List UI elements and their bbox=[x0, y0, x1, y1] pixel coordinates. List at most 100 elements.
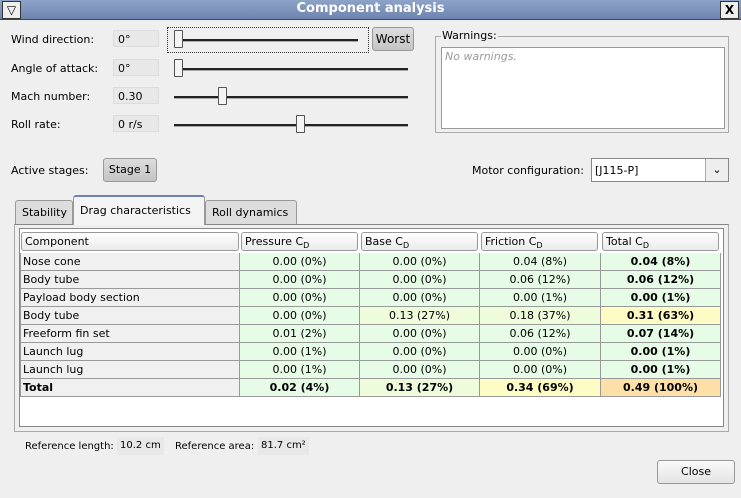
slider-track[interactable] bbox=[174, 124, 408, 127]
worst-button[interactable]: Worst bbox=[372, 27, 414, 51]
component-name: Nose cone bbox=[20, 253, 240, 271]
cd-cell: 0.18 (37%) bbox=[480, 307, 601, 325]
control-label: Wind direction: bbox=[11, 33, 95, 46]
table-row[interactable]: Launch lug 0.00 (1%) 0.00 (0%) 0.00 (0%) 0.0… bbox=[20, 361, 723, 379]
cd-cell: 0.00 (0%) bbox=[360, 289, 480, 307]
header-subscript: D bbox=[402, 241, 410, 251]
control-value-field[interactable]: 0° bbox=[113, 30, 159, 47]
tab-roll-dynamics[interactable]: Roll dynamics bbox=[205, 200, 297, 224]
cd-cell: 0.06 (12%) bbox=[601, 271, 721, 289]
header-text: Base C bbox=[365, 235, 403, 248]
control-value-field[interactable]: 0° bbox=[113, 59, 159, 76]
reference-length-label: Reference length: bbox=[25, 441, 114, 452]
cd-cell: 0.00 (1%) bbox=[240, 343, 360, 361]
cd-cell: 0.00 (0%) bbox=[240, 289, 360, 307]
header-text: Friction C bbox=[485, 235, 537, 248]
column-header[interactable]: Base CD bbox=[361, 232, 478, 251]
cd-cell: 0.07 (14%) bbox=[601, 325, 721, 343]
control-label: Roll rate: bbox=[11, 118, 61, 131]
cd-cell: 0.02 (4%) bbox=[240, 379, 360, 397]
warnings-text: No warnings. bbox=[441, 47, 725, 129]
table-row[interactable]: Body tube 0.00 (0%) 0.00 (0%) 0.06 (12%) 0.0… bbox=[20, 271, 723, 289]
cd-cell: 0.01 (2%) bbox=[240, 325, 360, 343]
control-label: Mach number: bbox=[11, 90, 91, 103]
cd-cell: 0.00 (0%) bbox=[480, 361, 601, 379]
warnings-panel: Warnings: No warnings. bbox=[435, 29, 729, 133]
cd-cell: 0.00 (1%) bbox=[601, 343, 721, 361]
table-row[interactable]: Freeform fin set 0.01 (2%) 0.00 (0%) 0.06 (… bbox=[20, 325, 723, 343]
close-button[interactable]: Close bbox=[657, 460, 735, 484]
focus-ring bbox=[167, 27, 369, 53]
tab-stability[interactable]: Stability bbox=[15, 200, 73, 224]
tab-drag-characteristics[interactable]: Drag characteristics bbox=[73, 195, 205, 225]
cd-cell: 0.00 (0%) bbox=[360, 361, 480, 379]
column-header[interactable]: Friction CD bbox=[481, 232, 598, 251]
reference-length-value: 10.2 cm bbox=[117, 437, 164, 455]
motor-config-select[interactable]: [J115-P] ⌄ bbox=[591, 158, 729, 182]
component-name: Freeform fin set bbox=[20, 325, 240, 343]
cd-cell: 0.00 (1%) bbox=[480, 289, 601, 307]
cd-cell: 0.00 (0%) bbox=[360, 325, 480, 343]
component-name: Body tube bbox=[20, 307, 240, 325]
stage-1-button[interactable]: Stage 1 bbox=[103, 158, 157, 182]
cd-cell: 0.49 (100%) bbox=[601, 379, 721, 397]
component-name: Payload body section bbox=[20, 289, 240, 307]
control-value-field[interactable]: 0 r/s bbox=[113, 115, 159, 132]
table-row[interactable]: Body tube 0.00 (0%) 0.13 (27%) 0.18 (37%) 0.… bbox=[20, 307, 723, 325]
slider-thumb[interactable] bbox=[174, 59, 183, 77]
table-row[interactable]: Nose cone 0.00 (0%) 0.00 (0%) 0.04 (8%) 0.04… bbox=[20, 253, 723, 271]
triangle-down-icon[interactable]: ▽ bbox=[2, 1, 21, 19]
slider-track[interactable] bbox=[174, 96, 408, 99]
window-title: Component analysis bbox=[296, 1, 445, 16]
slider-thumb[interactable] bbox=[296, 115, 305, 133]
cd-cell: 0.31 (63%) bbox=[601, 307, 721, 325]
drag-table: Component Pressure CD Base CD Friction CD To… bbox=[19, 228, 724, 427]
cd-cell: 0.13 (27%) bbox=[360, 379, 480, 397]
header-text: Component bbox=[25, 235, 89, 248]
cd-cell: 0.00 (0%) bbox=[360, 253, 480, 271]
component-name: Launch lug bbox=[20, 361, 240, 379]
header-subscript: D bbox=[642, 241, 650, 251]
tab-panel bbox=[14, 224, 729, 432]
cd-cell: 0.00 (0%) bbox=[240, 307, 360, 325]
slider-thumb[interactable] bbox=[218, 87, 228, 105]
slider-track[interactable] bbox=[174, 68, 408, 71]
cd-cell: 0.00 (0%) bbox=[360, 343, 480, 361]
column-header[interactable]: Component bbox=[21, 232, 239, 251]
motor-config-label: Motor configuration: bbox=[472, 164, 584, 177]
cd-cell: 0.04 (8%) bbox=[601, 253, 721, 271]
table-row[interactable]: Payload body section 0.00 (0%) 0.00 (0%) 0.… bbox=[20, 289, 723, 307]
reference-area-label: Reference area: bbox=[175, 441, 255, 452]
slider-thumb[interactable] bbox=[174, 30, 183, 48]
header-subscript: D bbox=[303, 241, 310, 251]
table-row[interactable]: Launch lug 0.00 (1%) 0.00 (0%) 0.00 (0%) 0.0… bbox=[20, 343, 723, 361]
cd-cell: 0.04 (8%) bbox=[480, 253, 601, 271]
cd-cell: 0.00 (0%) bbox=[240, 253, 360, 271]
cd-cell: 0.06 (12%) bbox=[480, 325, 601, 343]
chevron-down-icon[interactable]: ⌄ bbox=[705, 159, 728, 181]
component-name: Body tube bbox=[20, 271, 240, 289]
reference-area-value: 81.7 cm² bbox=[258, 437, 309, 455]
column-header[interactable]: Total CD bbox=[602, 232, 719, 251]
warnings-title: Warnings: bbox=[441, 29, 498, 42]
header-text: Total C bbox=[606, 235, 643, 248]
cd-cell: 0.00 (1%) bbox=[240, 361, 360, 379]
close-icon[interactable]: X bbox=[720, 1, 739, 19]
control-value-field[interactable]: 0.30 bbox=[113, 87, 159, 104]
total-row[interactable]: Total 0.02 (4%) 0.13 (27%) 0.34 (69%) 0.49 (… bbox=[20, 379, 723, 397]
cd-cell: 0.00 (1%) bbox=[601, 289, 721, 307]
cd-cell: 0.34 (69%) bbox=[480, 379, 601, 397]
active-stages-label: Active stages: bbox=[11, 164, 89, 177]
motor-config-value: [J115-P] bbox=[595, 164, 639, 177]
header-text: Pressure C bbox=[245, 235, 304, 248]
control-label: Angle of attack: bbox=[11, 62, 99, 75]
cd-cell: 0.00 (0%) bbox=[240, 271, 360, 289]
cd-cell: 0.00 (0%) bbox=[360, 271, 480, 289]
cd-cell: 0.00 (0%) bbox=[480, 343, 601, 361]
slider-track[interactable] bbox=[174, 39, 358, 42]
cd-cell: 0.06 (12%) bbox=[480, 271, 601, 289]
cd-cell: 0.00 (1%) bbox=[601, 361, 721, 379]
header-subscript: D bbox=[536, 241, 543, 251]
column-header[interactable]: Pressure CD bbox=[241, 232, 358, 251]
component-name: Launch lug bbox=[20, 343, 240, 361]
